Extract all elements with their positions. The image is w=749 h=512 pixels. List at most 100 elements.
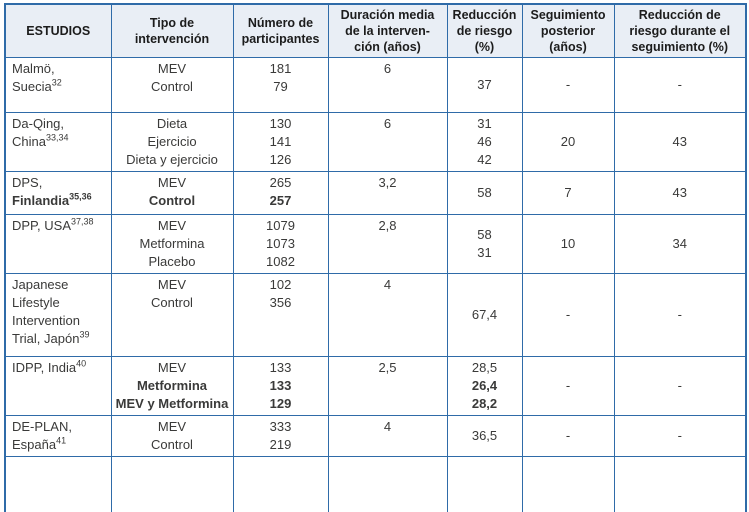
- cell-line: -: [565, 307, 571, 322]
- cell-line: DPS,: [12, 175, 43, 190]
- intervention-cell: MEV Metformina Placebo: [110, 214, 234, 274]
- empty-cell: [521, 456, 615, 512]
- citation-superscript: 40: [76, 358, 87, 369]
- cell-line: 4: [383, 277, 392, 292]
- empty-cell: [232, 456, 329, 512]
- table-body: Malmö, Suecia32 MEV Control 181 79 6 37- - Da-Qin…: [4, 57, 747, 457]
- cell-line: 67,4: [471, 307, 498, 322]
- cell-line: MEV y Metformina: [115, 396, 229, 411]
- followup-risk-cell: -: [613, 356, 747, 416]
- table-row: Da-Qing, China33,34 Dieta Ejercicio Dieta y …: [4, 112, 747, 172]
- cell-line: 141: [269, 134, 292, 149]
- cell-line: 10: [560, 236, 576, 251]
- table-header-row: ESTUDIOS Tipo de intervención Número de …: [4, 3, 747, 58]
- cell-line: 20: [560, 134, 576, 149]
- cell-line: Metformina: [136, 378, 208, 393]
- cell-line: 333: [269, 419, 292, 434]
- cell-line: MEV: [157, 61, 187, 76]
- intervention-cell: MEV Control: [110, 415, 234, 457]
- cell-line: 6: [383, 116, 392, 131]
- risk-reduction-cell: 67,4: [446, 273, 523, 357]
- table-row: DE-PLAN, España41 MEV Control 333 219 4 36,5- -: [4, 415, 747, 457]
- study-cell: IDPP, India40: [4, 356, 112, 416]
- followup-risk-cell: -: [613, 273, 747, 357]
- table-row: IDPP, India40 MEV Metformina MEV y Metformi…: [4, 356, 747, 416]
- cell-line: 26,4: [471, 378, 498, 393]
- cell-line: 28,2: [471, 396, 498, 411]
- cell-line: Malmö,: [12, 61, 55, 76]
- participants-cell: 181 79: [232, 57, 329, 113]
- risk-reduction-cell: 37: [446, 57, 523, 113]
- risk-reduction-cell: 28,5 26,4 28,2: [446, 356, 523, 416]
- cell-line: -: [677, 428, 682, 443]
- cell-line: 58: [477, 185, 492, 200]
- table-row: Japanese Lifestyle Intervention Trial, Japó…: [4, 273, 747, 357]
- followup-cell: 10: [521, 214, 615, 274]
- cell-line: Control: [151, 79, 193, 94]
- cell-line: MEV: [157, 277, 187, 292]
- cell-line: 43: [672, 185, 687, 200]
- cell-line: 102: [269, 277, 292, 292]
- column-header-numero-participantes: Número de participantes: [232, 3, 329, 58]
- followup-risk-cell: 43: [613, 112, 747, 172]
- empty-cell: [613, 456, 747, 512]
- empty-cell: [327, 456, 448, 512]
- cell-line: 43: [672, 134, 687, 149]
- cell-line: 4: [383, 419, 392, 434]
- cell-line: MEV: [157, 218, 187, 233]
- followup-cell: -: [521, 57, 615, 113]
- table-row: DPP, USA37,38 MEV Metformina Placebo 1079 107…: [4, 214, 747, 274]
- cell-line: -: [677, 378, 682, 393]
- citation-superscript: 41: [56, 435, 67, 446]
- table-row: DPS, Finlandia35,36 MEV Control 265 257 3,2 58 7…: [4, 171, 747, 215]
- cell-line: 42: [477, 152, 492, 167]
- cell-line: 6: [383, 61, 392, 76]
- cell-line: 34: [672, 236, 687, 251]
- cell-line: Placebo: [148, 254, 196, 269]
- cell-line: MEV: [157, 419, 187, 434]
- cell-line: Finlandia: [12, 193, 70, 208]
- study-cell: DPP, USA37,38: [4, 214, 112, 274]
- followup-cell: -: [521, 273, 615, 357]
- followup-cell: 7: [521, 171, 615, 215]
- cell-line: 31: [477, 245, 492, 260]
- intervention-cell: Dieta Ejercicio Dieta y ejercicio: [110, 112, 234, 172]
- cell-line: España: [12, 437, 57, 452]
- participants-cell: 333 219: [232, 415, 329, 457]
- citation-superscript: 35,36: [69, 191, 92, 202]
- cell-line: 31: [477, 116, 492, 131]
- cell-line: -: [677, 307, 682, 322]
- cell-line: Ejercicio: [147, 134, 197, 149]
- cell-line: Japanese: [12, 277, 69, 292]
- cell-line: MEV: [157, 175, 187, 190]
- cell-line: Control: [151, 437, 193, 452]
- cell-line: 219: [269, 437, 292, 452]
- citation-superscript: 39: [79, 329, 90, 340]
- cell-line: Da-Qing,: [12, 116, 65, 131]
- duration-cell: 3,2: [327, 171, 448, 215]
- followup-cell: -: [521, 356, 615, 416]
- duration-cell: 2,5: [327, 356, 448, 416]
- cell-line: 133: [269, 378, 292, 393]
- cell-line: DE-PLAN,: [12, 419, 72, 434]
- followup-risk-cell: -: [613, 57, 747, 113]
- cell-line: -: [565, 428, 571, 443]
- cell-line: 130: [269, 116, 292, 131]
- empty-cell: [110, 456, 234, 512]
- followup-cell: 20: [521, 112, 615, 172]
- intervention-cell: MEV Control: [110, 57, 234, 113]
- cell-line: 257: [269, 193, 292, 208]
- empty-cell: [446, 456, 523, 512]
- cell-line: 1079: [266, 218, 295, 233]
- cell-line: 7: [564, 185, 572, 200]
- duration-cell: 6: [327, 57, 448, 113]
- cell-line: 28,5: [471, 360, 498, 375]
- participants-cell: 130 141 126: [232, 112, 329, 172]
- duration-cell: 6: [327, 112, 448, 172]
- cell-line: 126: [269, 152, 292, 167]
- cell-line: 79: [273, 79, 288, 94]
- followup-risk-cell: 43: [613, 171, 747, 215]
- risk-reduction-cell: 58 31: [446, 214, 523, 274]
- cell-line: 356: [269, 295, 292, 310]
- studies-table: ESTUDIOS Tipo de intervención Número de …: [4, 3, 747, 512]
